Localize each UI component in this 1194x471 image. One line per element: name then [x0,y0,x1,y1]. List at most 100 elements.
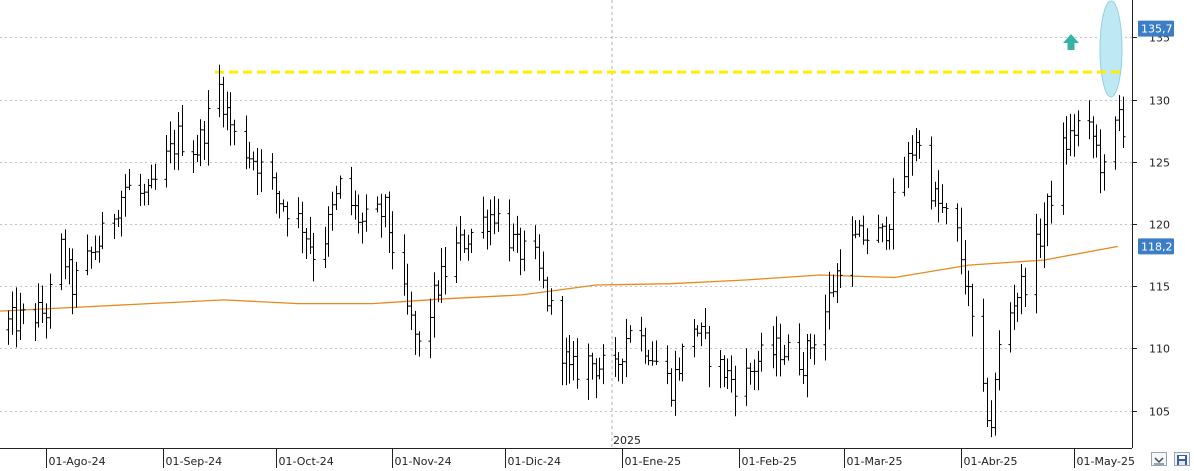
price-bar [692,319,697,358]
price-bar [507,199,512,262]
price-bar [168,121,173,164]
price-bar [560,296,565,386]
price-bar [838,249,843,289]
price-bar [390,211,395,270]
price-bar [1117,95,1122,132]
price-bar [296,197,301,229]
price-bar [172,129,177,170]
price-bar [880,223,885,243]
price-bar [771,326,776,369]
price-bar [285,201,290,237]
price-bar [311,232,316,282]
price-bar [308,216,313,254]
price-bar [827,271,832,330]
x-tick-label: 01-Oct-24 [279,455,334,468]
price-bar [277,190,282,219]
price-bar [887,224,892,250]
price-bar [620,358,625,384]
price-bar [643,327,648,364]
price-bar [232,119,237,146]
price-bar [981,298,986,392]
price-bar [14,287,19,348]
price-bar [669,368,674,407]
price-bar [677,357,682,381]
price-bar [432,272,437,338]
price-bar [650,341,655,366]
price-bar [616,352,621,382]
price-bar [665,345,670,385]
price-bar [85,234,90,276]
price-bar [699,322,704,347]
price-bar [10,291,15,335]
price-bar [703,308,708,340]
price-bar [89,246,94,269]
price-bar [142,183,147,206]
price-bar [613,337,618,377]
price-bar [70,248,75,315]
price-bar [985,377,990,428]
price-bar [458,216,463,261]
price-bar [462,229,467,253]
last-price-tag: 135,7 [1138,20,1174,37]
price-bar [940,184,945,214]
price-bar [812,334,817,365]
price-bar [537,234,542,281]
price-bar [774,316,779,377]
price-bar [966,270,971,307]
price-bar [176,112,181,171]
price-bar [1091,116,1096,159]
price-bar [100,212,105,250]
price-bar [409,291,414,331]
price-bar [1015,292,1020,322]
price-bar [149,164,154,189]
price-bar [1113,116,1118,170]
price-bar [695,325,700,337]
price-bar [518,227,523,276]
price-bar [586,343,591,400]
price-bar [628,325,633,343]
price-bar [680,343,685,382]
price-bar [929,136,934,210]
price-bar [1012,284,1017,330]
price-bar [59,233,64,291]
price-bar [1098,129,1103,194]
price-bar [646,349,651,366]
price-bar [959,207,964,275]
price-bar [202,120,207,160]
price-bar [857,220,862,237]
price-bar [876,214,881,243]
price-bar [18,292,23,341]
price-bar [443,246,448,295]
price-bar [601,344,606,385]
price-bar [127,168,132,191]
price-bar [153,163,158,190]
price-bar [1102,154,1107,191]
price-bar [1068,113,1073,156]
price-bar [1121,96,1126,148]
price-bar [997,330,1002,391]
price-bar [722,355,727,388]
y-tick-label: 105 [1149,406,1170,419]
save-icon[interactable] [1174,452,1190,466]
price-bar [251,151,256,171]
price-bar [48,273,53,329]
price-bar [906,142,911,188]
price-bar [439,248,444,303]
price-bar [853,220,858,239]
price-bar [323,226,328,269]
price-bar [522,230,527,272]
price-bar [733,365,738,417]
price-bar [1034,213,1039,314]
price-bar [225,91,230,131]
price-bar [564,337,569,386]
price-bar [917,130,922,159]
zoom-icon[interactable] [1151,452,1167,466]
price-bar [1064,116,1069,165]
y-tick-label: 130 [1149,95,1170,108]
price-bar [270,153,275,190]
price-bar [884,216,889,250]
last-price-label: 135,7 [1141,23,1173,36]
price-bar [228,92,233,146]
price-bar [417,331,422,357]
